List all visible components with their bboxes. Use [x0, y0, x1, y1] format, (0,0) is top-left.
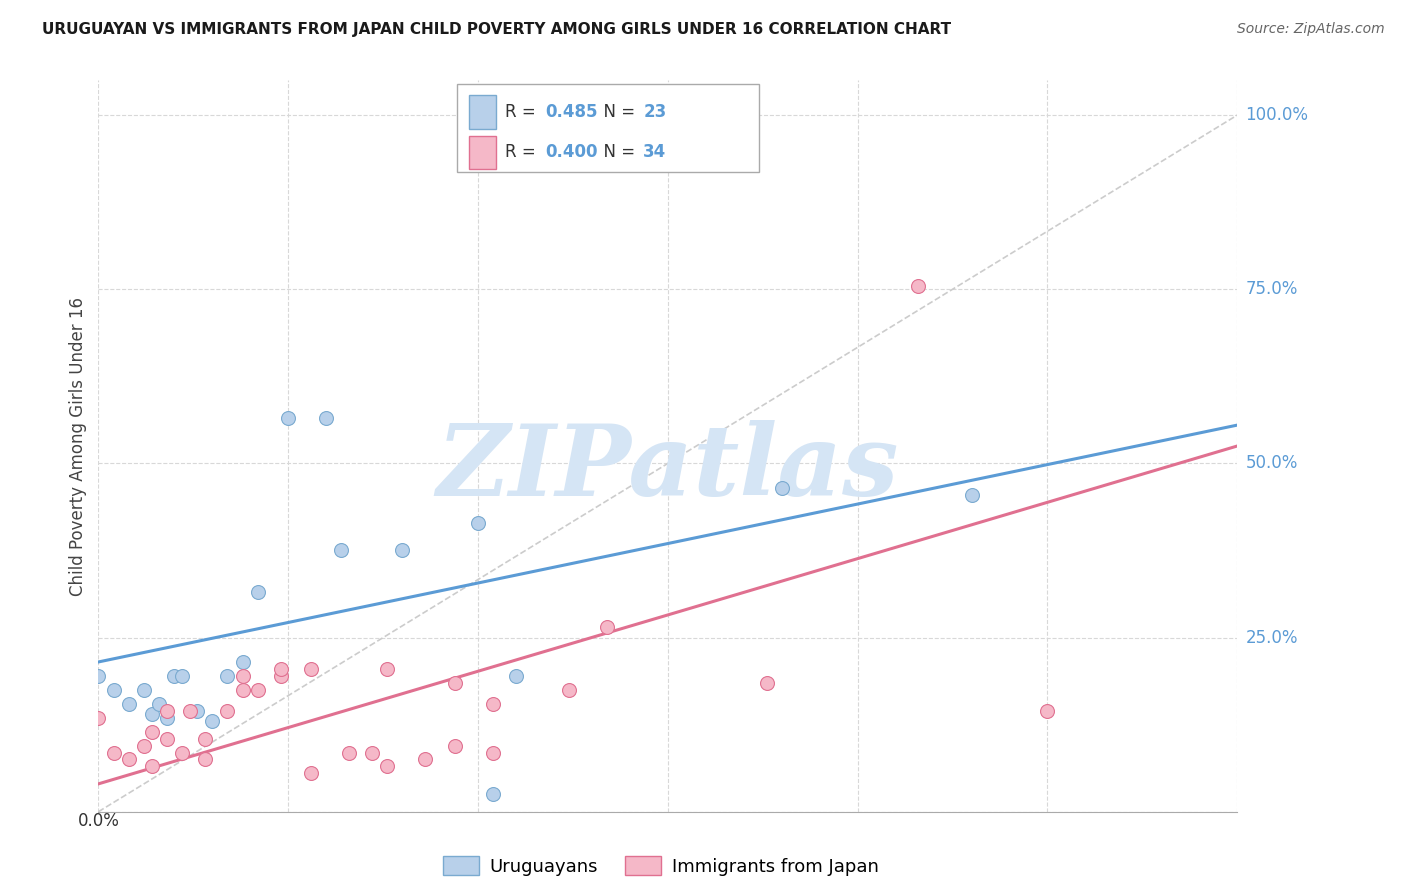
- Point: [482, 746, 505, 760]
- Point: [103, 682, 125, 697]
- Point: [770, 481, 793, 495]
- Point: [315, 411, 337, 425]
- Point: [194, 752, 217, 766]
- Point: [232, 655, 254, 669]
- Point: [194, 731, 217, 746]
- Text: N =: N =: [592, 144, 640, 161]
- Point: [1036, 704, 1059, 718]
- Point: [232, 669, 254, 683]
- Text: 75.0%: 75.0%: [1246, 280, 1298, 298]
- Text: URUGUAYAN VS IMMIGRANTS FROM JAPAN CHILD POVERTY AMONG GIRLS UNDER 16 CORRELATIO: URUGUAYAN VS IMMIGRANTS FROM JAPAN CHILD…: [42, 22, 952, 37]
- Text: 50.0%: 50.0%: [1246, 454, 1298, 473]
- Point: [960, 488, 983, 502]
- Point: [186, 704, 208, 718]
- Point: [337, 746, 360, 760]
- Point: [330, 543, 353, 558]
- Point: [217, 704, 239, 718]
- Point: [156, 711, 179, 725]
- Point: [467, 516, 489, 530]
- Point: [163, 669, 186, 683]
- Text: Source: ZipAtlas.com: Source: ZipAtlas.com: [1237, 22, 1385, 37]
- Point: [299, 766, 322, 780]
- Y-axis label: Child Poverty Among Girls Under 16: Child Poverty Among Girls Under 16: [69, 296, 87, 596]
- Point: [444, 676, 467, 690]
- Point: [170, 669, 193, 683]
- Point: [413, 752, 436, 766]
- Point: [141, 707, 163, 722]
- Text: 100.0%: 100.0%: [1246, 106, 1309, 124]
- Text: R =: R =: [505, 103, 541, 121]
- Text: 23: 23: [643, 103, 666, 121]
- Text: 0.485: 0.485: [544, 103, 598, 121]
- Point: [482, 787, 505, 801]
- Text: N =: N =: [592, 103, 640, 121]
- Point: [118, 752, 141, 766]
- Point: [596, 620, 619, 634]
- Point: [141, 724, 163, 739]
- Point: [755, 676, 778, 690]
- Point: [87, 669, 110, 683]
- Point: [277, 411, 299, 425]
- Text: 0.0%: 0.0%: [77, 812, 120, 830]
- Point: [156, 704, 179, 718]
- Point: [270, 669, 292, 683]
- Point: [299, 662, 322, 676]
- Point: [375, 759, 398, 773]
- Point: [118, 697, 141, 711]
- Point: [270, 662, 292, 676]
- Point: [179, 704, 201, 718]
- Point: [558, 682, 581, 697]
- Point: [444, 739, 467, 753]
- Text: 25.0%: 25.0%: [1246, 629, 1298, 647]
- Text: R =: R =: [505, 144, 541, 161]
- Point: [391, 543, 413, 558]
- Point: [132, 682, 155, 697]
- Point: [232, 682, 254, 697]
- Text: 34: 34: [643, 144, 666, 161]
- Text: 0.400: 0.400: [544, 144, 598, 161]
- Point: [246, 682, 269, 697]
- Point: [375, 662, 398, 676]
- Point: [132, 739, 155, 753]
- Point: [482, 697, 505, 711]
- Text: ZIPatlas: ZIPatlas: [437, 420, 898, 516]
- Point: [156, 731, 179, 746]
- Point: [201, 714, 224, 728]
- Point: [87, 711, 110, 725]
- Point: [360, 746, 382, 760]
- Point: [217, 669, 239, 683]
- Legend: Uruguayans, Immigrants from Japan: Uruguayans, Immigrants from Japan: [436, 849, 886, 883]
- Point: [907, 278, 929, 293]
- Point: [103, 746, 125, 760]
- Point: [141, 759, 163, 773]
- Point: [170, 746, 193, 760]
- Point: [246, 585, 269, 599]
- Point: [148, 697, 170, 711]
- Point: [505, 669, 527, 683]
